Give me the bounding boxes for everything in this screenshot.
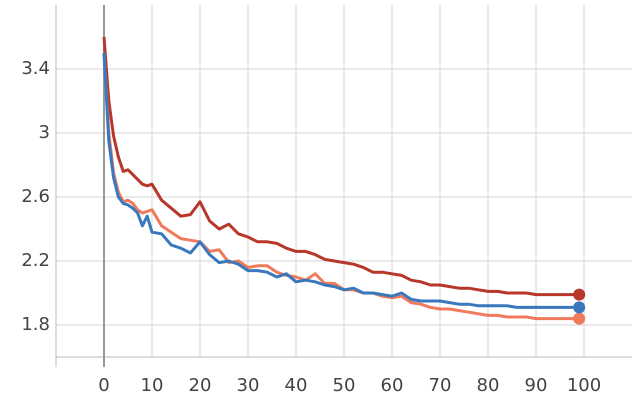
end-dot [573,312,586,325]
x-tick-label: 30 [237,375,260,396]
series-line [102,36,580,297]
y-tick-label: 2.2 [21,250,50,271]
x-tick-label: 10 [141,375,164,396]
end-dot [573,301,586,314]
x-tick-label: 60 [381,375,404,396]
y-tick-label: 1.8 [21,314,50,335]
end-dot [573,288,586,301]
x-tick-label: 0 [98,375,109,396]
series-line [102,52,580,321]
y-tick-label: 3 [39,122,50,143]
x-tick-label: 90 [525,375,548,396]
x-tick-label: 20 [189,375,212,396]
x-tick-label: 100 [567,375,601,396]
y-tick-label: 3.4 [21,58,50,79]
x-tick-label: 50 [333,375,356,396]
x-tick-label: 40 [285,375,308,396]
y-tick-label: 2.6 [21,186,50,207]
series-line [102,52,580,309]
x-tick-label: 70 [429,375,452,396]
x-tick-label: 80 [477,375,500,396]
